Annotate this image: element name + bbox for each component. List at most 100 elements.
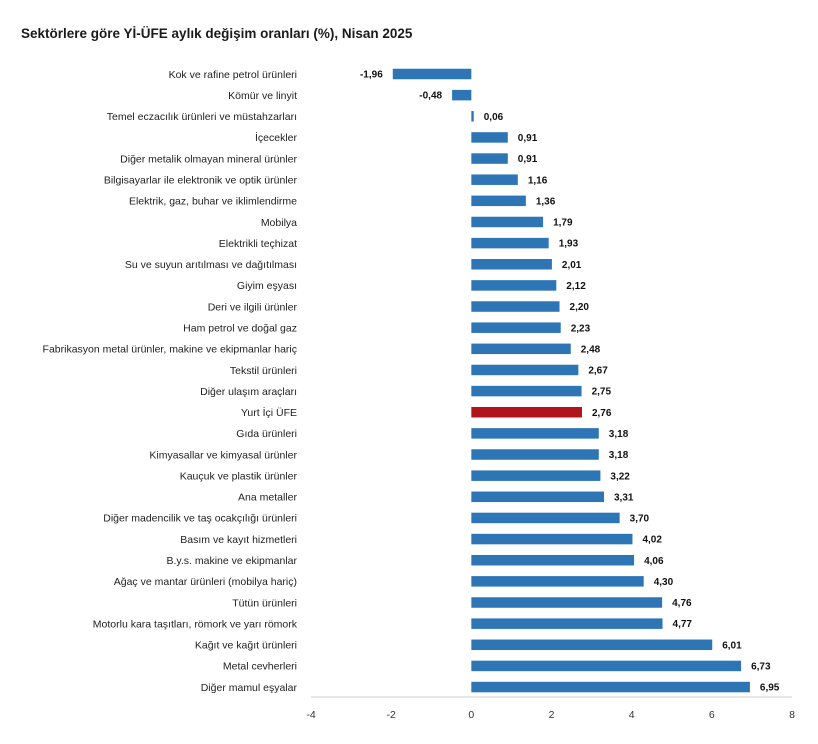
bar: [471, 533, 633, 545]
data-label: 6,01: [722, 640, 742, 651]
bar: [471, 470, 601, 481]
category-label: Kağıt ve kağıt ürünleri: [195, 640, 297, 652]
data-label: 2,01: [562, 260, 582, 271]
bar: [471, 111, 474, 122]
data-label: 2,76: [592, 408, 612, 419]
x-tick-label: 6: [709, 709, 715, 721]
data-label: 2,20: [570, 302, 590, 313]
bar: [471, 639, 713, 651]
data-label: 2,48: [581, 344, 601, 355]
category-label: Kimyasallar ve kimyasal ürünler: [149, 449, 297, 461]
bar: [471, 660, 742, 672]
category-label: Diğer mamul eşyalar: [201, 682, 298, 694]
bar: [471, 491, 605, 503]
category-label: Mobilya: [261, 217, 297, 229]
bar: [471, 681, 750, 693]
bar: [471, 259, 552, 270]
category-label: Kok ve rafine petrol ürünleri: [169, 69, 297, 81]
bar: [471, 237, 549, 249]
bar: [471, 216, 544, 228]
bar: [471, 449, 599, 460]
bar: [452, 89, 472, 101]
chart-title: Sektörlere göre Yİ-ÜFE aylık değişim ora…: [21, 26, 413, 41]
data-label: 3,18: [609, 429, 629, 440]
category-label: Ağaç ve mantar ürünleri (mobilya hariç): [114, 576, 297, 588]
data-label: 4,76: [672, 598, 692, 609]
category-label: B.y.s. makine ve ekipmanlar: [166, 555, 297, 567]
category-label: Elektrikli teçhizat: [219, 238, 297, 250]
data-label: 1,93: [559, 239, 579, 250]
data-label: 4,77: [673, 619, 693, 630]
data-label: 4,06: [644, 556, 664, 567]
data-label: 2,23: [571, 323, 591, 334]
x-tick-label: -2: [386, 709, 395, 721]
data-label: 1,79: [553, 218, 573, 229]
category-label: Yurt İçi ÜFE: [241, 406, 297, 419]
data-label: 0,91: [518, 154, 538, 165]
category-label: Kömür ve linyit: [228, 90, 297, 102]
data-label: 4,30: [654, 577, 674, 588]
bar: [471, 195, 526, 207]
bar: [471, 132, 508, 143]
data-label: 6,95: [760, 683, 780, 694]
category-label: Giyim eşyası: [237, 280, 297, 292]
bars: [392, 68, 750, 693]
category-label: Fabrikasyon metal ürünler, makine ve eki…: [43, 344, 297, 356]
category-label: Su ve suyun arıtılması ve dağıtılması: [125, 259, 297, 271]
data-label: 2,67: [588, 366, 608, 377]
bar: [471, 512, 620, 524]
category-label: Kauçuk ve plastik ürünler: [180, 470, 298, 482]
x-tick-label: 2: [549, 709, 555, 721]
bar: [471, 322, 561, 333]
value-labels: -1,96 -0,48 0,06 0,91 0,91 1,16 1,36 1,79 1,93 2,…: [360, 70, 780, 694]
x-tick-label: -4: [306, 709, 315, 721]
bar: [392, 68, 472, 80]
data-label: 1,16: [528, 175, 548, 186]
data-label: 3,18: [609, 450, 629, 461]
x-tick-label: 0: [468, 709, 474, 721]
x-axis-ticks: -4 -2 0 2 4 6 8: [306, 709, 795, 721]
data-label: 4,02: [642, 535, 662, 546]
category-label: Ana metaller: [238, 492, 297, 504]
data-label: 6,73: [751, 662, 771, 673]
category-label: Gıda ürünleri: [236, 428, 297, 440]
data-label: 0,06: [484, 112, 504, 123]
bar: [471, 280, 557, 291]
data-label: 0,91: [518, 133, 538, 144]
bar: [471, 385, 582, 397]
bar: [471, 618, 663, 629]
x-tick-label: 4: [629, 709, 635, 721]
data-label: 2,75: [592, 387, 612, 398]
data-label: -0,48: [419, 91, 442, 102]
category-labels: Kok ve rafine petrol ürünleri Kömür ve li…: [43, 69, 298, 694]
category-label: Diğer ulaşım araçları: [200, 386, 297, 398]
data-label: 1,36: [536, 196, 556, 207]
category-label: İçecekler: [255, 131, 298, 144]
bar: [471, 174, 518, 185]
bar: [471, 364, 579, 376]
category-label: Metal cevherleri: [223, 661, 297, 673]
category-label: Basım ve kayıt hizmetleri: [180, 534, 297, 546]
data-label: 3,22: [610, 471, 630, 482]
category-label: Tütün ürünleri: [232, 597, 297, 609]
category-label: Tekstil ürünleri: [230, 365, 297, 377]
bar-highlight: [471, 406, 582, 418]
bar: [471, 597, 663, 608]
bar: [471, 428, 599, 439]
x-tick-label: 8: [789, 709, 795, 721]
category-label: Diğer metalik olmayan mineral ürünler: [120, 153, 297, 165]
data-label: 3,70: [630, 514, 650, 525]
bar: [471, 343, 571, 355]
category-label: Bilgisayarlar ile elektronik ve optik ür…: [104, 175, 298, 187]
bar: [471, 301, 560, 312]
category-label: Diğer madencilik ve taş ocakçılığı ürünl…: [103, 513, 297, 525]
category-label: Deri ve ilgili ürünler: [208, 301, 298, 313]
data-label: 2,12: [566, 281, 586, 292]
category-label: Temel eczacılık ürünleri ve müstahzarlar…: [107, 111, 297, 123]
data-label: -1,96: [360, 70, 383, 81]
data-label: 3,31: [614, 492, 634, 503]
bar: [471, 153, 508, 164]
bar: [471, 554, 635, 566]
category-label: Elektrik, gaz, buhar ve iklimlendirme: [129, 196, 297, 208]
